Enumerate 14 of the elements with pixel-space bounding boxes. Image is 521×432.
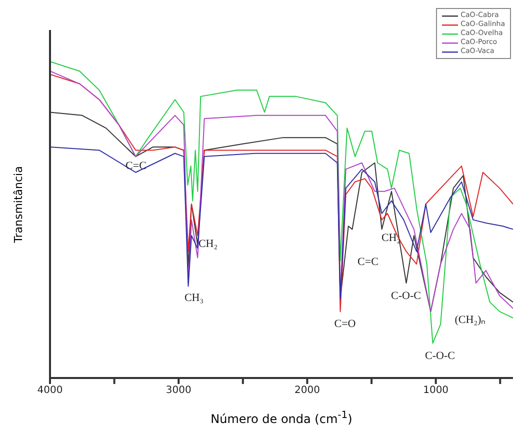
annotation: (CH₂)ₙ [454,313,486,326]
annotation: C=C [356,256,380,268]
x-tick-label: 1000 [423,385,449,396]
annotation: C=C [124,160,148,172]
x-axis-title: Número de onda (cm$^{-1}$) [210,410,354,426]
y-axis-title: Transmitância [12,166,24,242]
x-tick-label: 4000 [37,385,63,396]
annotation: CH₃ [183,292,205,304]
annotation: C-O-C [390,290,422,302]
x-tick-label: 3000 [166,385,192,396]
annotation: C=O [333,318,357,330]
annotation: CH₂ [197,238,219,250]
x-tick-label: 2000 [294,385,320,396]
annotation: C-O-C [424,350,456,362]
